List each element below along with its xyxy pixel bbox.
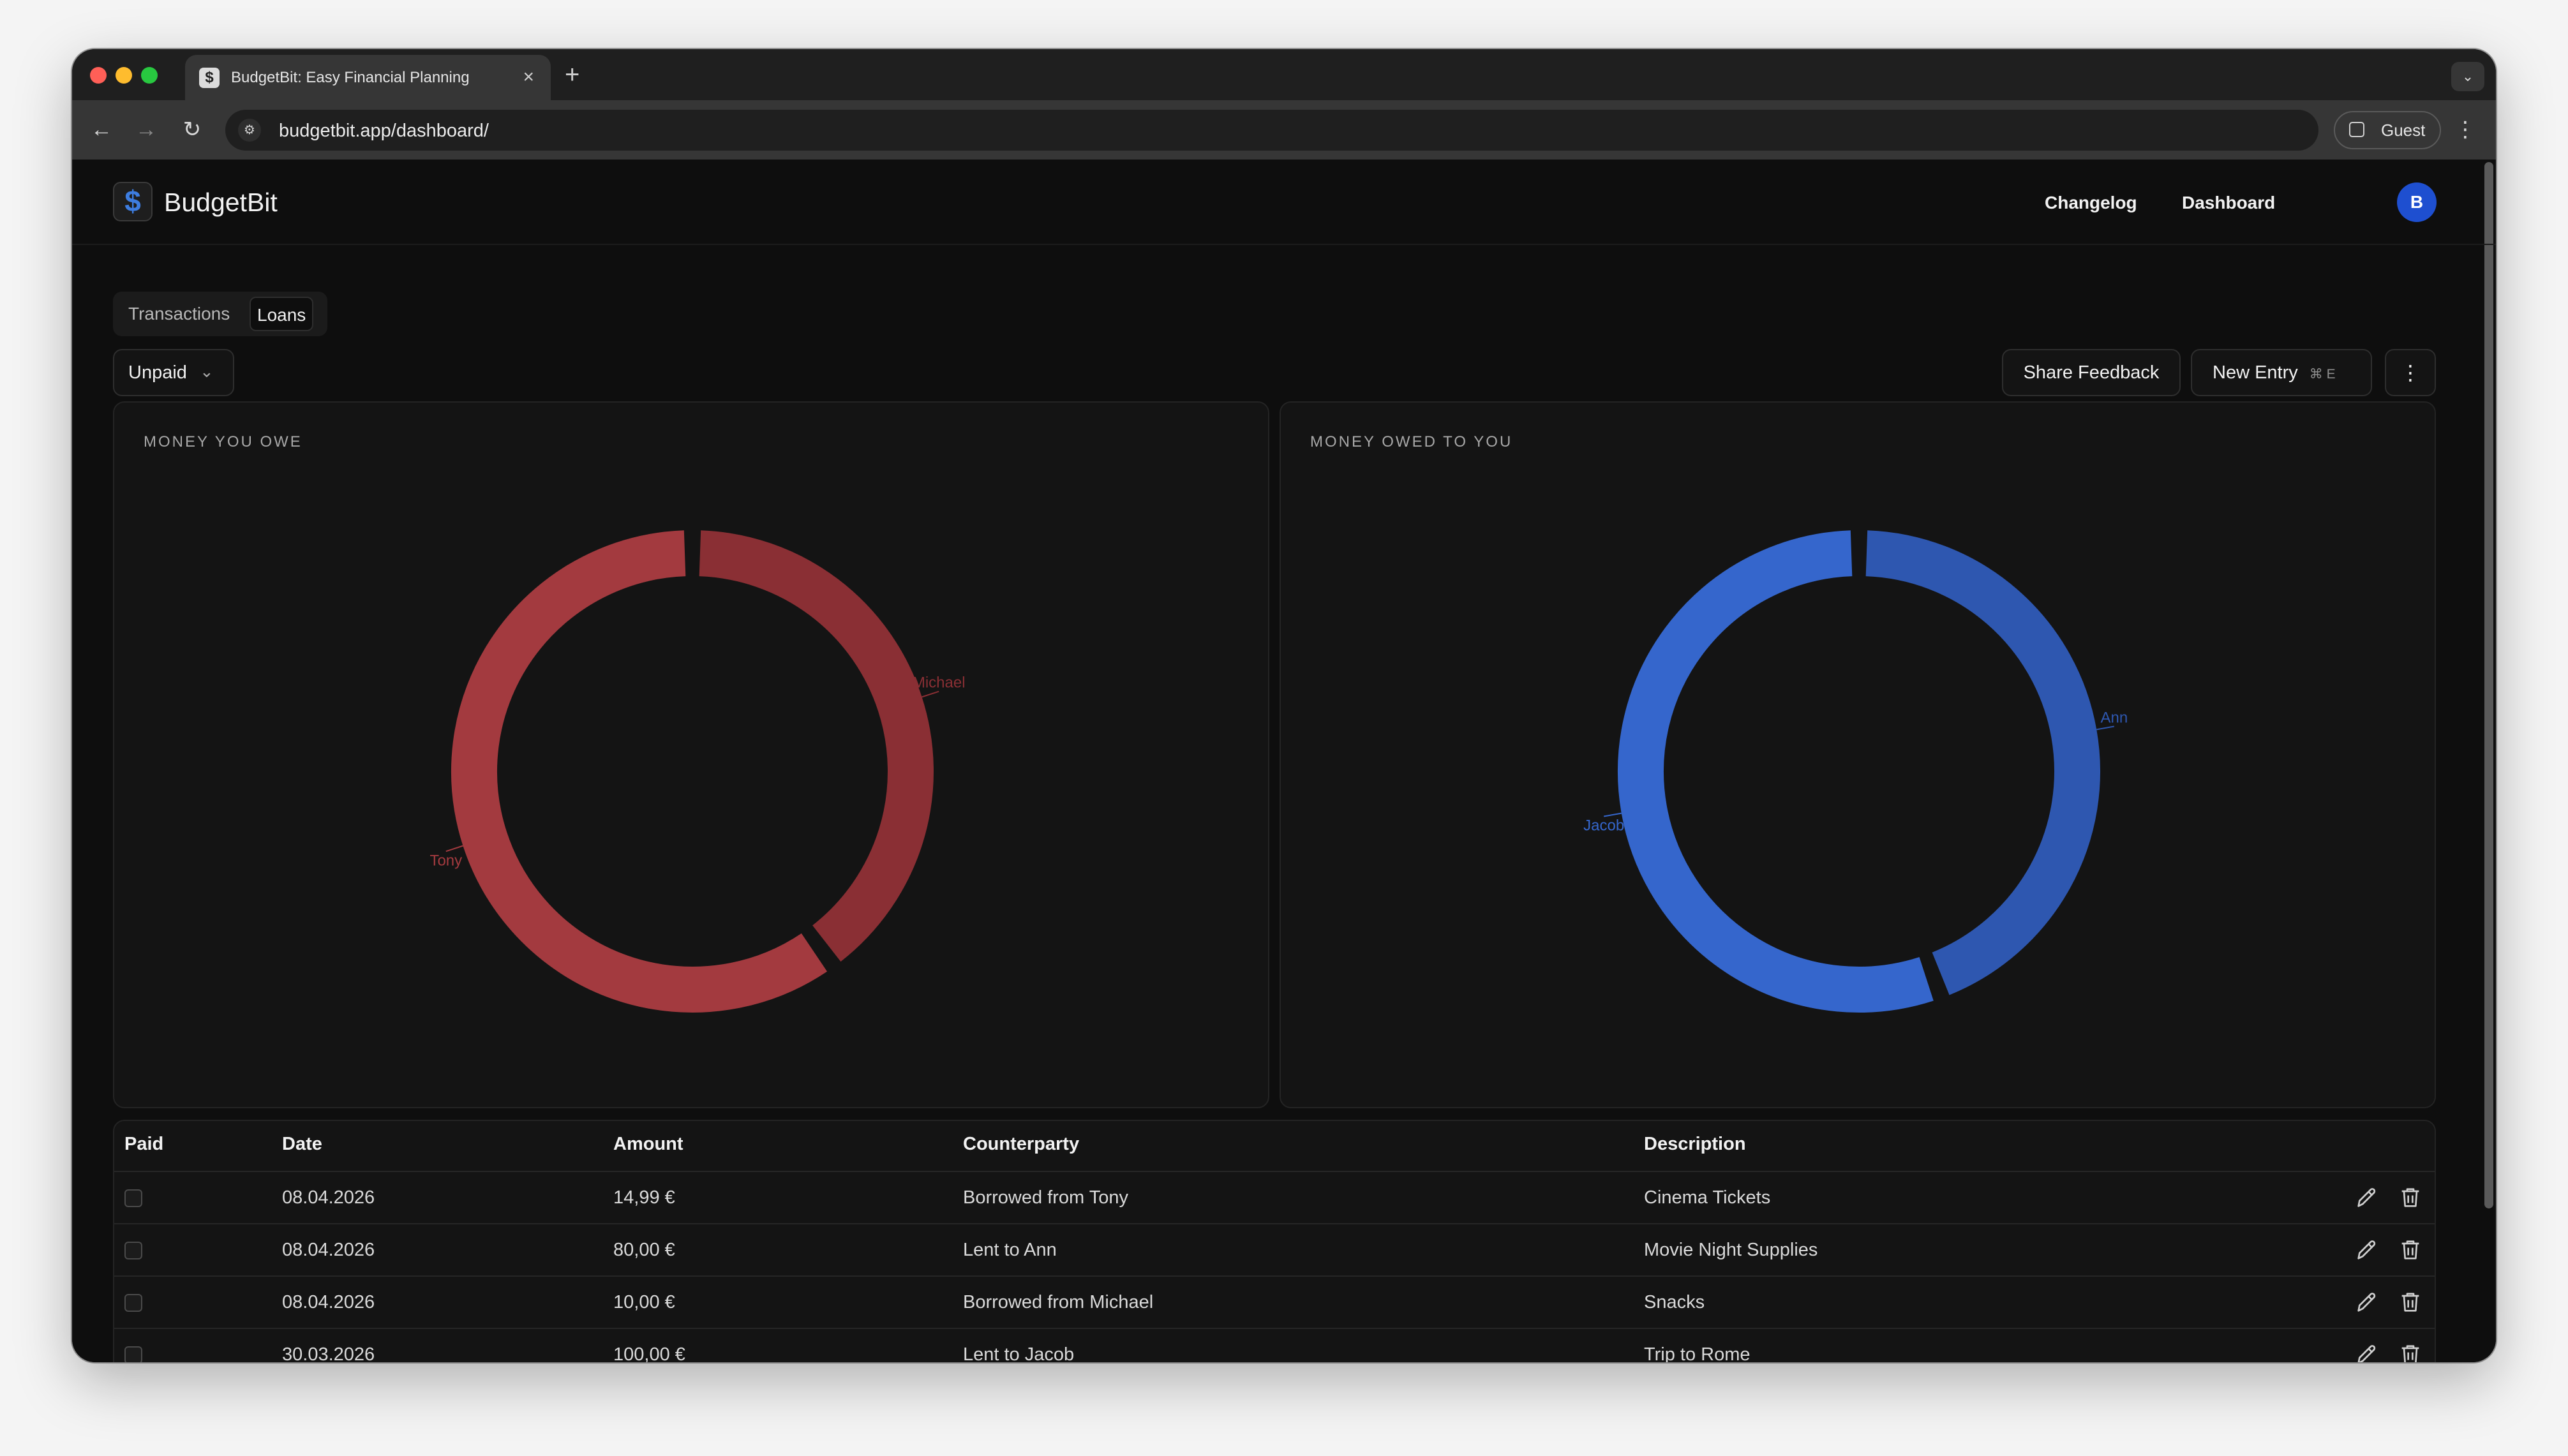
avatar[interactable]: B [2397, 182, 2437, 222]
donut-label-michael: Michael [913, 674, 966, 692]
share-feedback-button[interactable]: Share Feedback [2002, 349, 2181, 396]
table-row[interactable]: 30.03.2026 100,00 € Lent to Jacob Trip t… [114, 1328, 2435, 1362]
paid-checkbox[interactable] [124, 1242, 142, 1259]
donut-leader-jacob [1603, 812, 1622, 817]
table-row[interactable]: 08.04.2026 10,00 € Borrowed from Michael… [114, 1275, 2435, 1329]
money-owed-to-you-donut-chart: Jacob Ann [1583, 530, 2128, 1013]
paid-checkbox[interactable] [124, 1189, 142, 1207]
forward-icon[interactable]: → [135, 117, 157, 142]
table-row[interactable]: 08.04.2026 80,00 € Lent to Ann Movie Nig… [114, 1223, 2435, 1277]
row-counterparty: Borrowed from Tony [963, 1187, 1128, 1208]
row-date: 08.04.2026 [282, 1240, 375, 1260]
tab-loans[interactable]: Loans [250, 297, 314, 331]
money-you-owe-title: MONEY YOU OWE [144, 433, 302, 450]
reload-icon[interactable]: ↻ [183, 117, 202, 142]
profile-button[interactable]: Guest [2334, 111, 2441, 149]
column-header-paid[interactable]: Paid [124, 1134, 164, 1154]
back-icon[interactable]: ← [91, 117, 112, 142]
row-amount: 14,99 € [613, 1187, 675, 1208]
donut-leader-michael [922, 690, 939, 698]
status-filter-value: Unpaid [128, 362, 187, 383]
row-amount: 80,00 € [613, 1240, 675, 1260]
row-counterparty: Lent to Jacob [963, 1344, 1075, 1362]
browser-tab[interactable]: $ BudgetBit: Easy Financial Planning × [185, 55, 551, 100]
pencil-icon[interactable] [2354, 1237, 2380, 1263]
view-tabs: Transactions Loans [113, 292, 327, 336]
browser-tab-bar: $ BudgetBit: Easy Financial Planning × +… [72, 49, 2496, 100]
logo-icon[interactable]: $ [113, 182, 153, 221]
app-header: $ BudgetBit Changelog Dashboard B [72, 160, 2496, 245]
tab-close-icon[interactable]: × [523, 66, 534, 87]
profile-icon [2349, 122, 2364, 137]
donut-slice-michael[interactable] [699, 530, 934, 962]
loans-table: Paid Date Amount Counterparty Descriptio… [113, 1120, 2436, 1362]
paid-checkbox[interactable] [124, 1346, 142, 1362]
page-scrollbar[interactable] [2484, 162, 2493, 1208]
brand-name[interactable]: BudgetBit [164, 188, 278, 217]
row-date: 30.03.2026 [282, 1344, 375, 1362]
row-description: Trip to Rome [1644, 1344, 1751, 1362]
row-description: Snacks [1644, 1292, 1705, 1312]
trash-icon[interactable] [2398, 1342, 2423, 1362]
donut-label-ann: Ann [2100, 709, 2128, 726]
browser-window: $ BudgetBit: Easy Financial Planning × +… [72, 49, 2496, 1362]
favicon-icon: $ [199, 68, 220, 88]
money-you-owe-donut-chart: Tony Michael [429, 530, 966, 1013]
url-text: budgetbit.app/dashboard/ [279, 121, 489, 141]
vertical-ellipsis-icon: ⋮ [2400, 361, 2421, 384]
table-row[interactable]: 08.04.2026 14,99 € Borrowed from Tony Ci… [114, 1171, 2435, 1224]
row-description: Movie Night Supplies [1644, 1240, 1818, 1260]
chevron-down-icon: ⌄ [200, 362, 214, 381]
donut-label-tony: Tony [429, 852, 462, 869]
pencil-icon[interactable] [2354, 1185, 2380, 1210]
site-settings-icon[interactable]: ⚙ [238, 119, 261, 142]
money-owed-to-you-card: MONEY OWED TO YOU Jacob Ann [1280, 401, 2436, 1108]
money-owed-to-you-title: MONEY OWED TO YOU [1310, 433, 1513, 450]
trash-icon[interactable] [2398, 1289, 2423, 1315]
tab-transactions[interactable]: Transactions [128, 304, 230, 323]
new-tab-icon[interactable]: + [565, 61, 580, 89]
row-amount: 10,00 € [613, 1292, 675, 1312]
browser-menu-icon[interactable]: ⋮ [2454, 117, 2476, 142]
new-entry-button[interactable]: New Entry ⌘ E [2191, 349, 2372, 396]
row-counterparty: Lent to Ann [963, 1240, 1057, 1260]
donut-slice-ann[interactable] [1865, 530, 2100, 995]
minimize-window-button[interactable] [116, 67, 132, 84]
column-header-description[interactable]: Description [1644, 1134, 1746, 1154]
tab-title: BudgetBit: Easy Financial Planning [231, 69, 470, 86]
trash-icon[interactable] [2398, 1237, 2423, 1263]
pencil-icon[interactable] [2354, 1342, 2380, 1362]
share-feedback-label: Share Feedback [2023, 362, 2160, 383]
pencil-icon[interactable] [2354, 1289, 2380, 1315]
nav-dashboard[interactable]: Dashboard [2182, 193, 2276, 212]
column-header-amount[interactable]: Amount [613, 1134, 683, 1154]
row-description: Cinema Tickets [1644, 1187, 1771, 1208]
donut-label-jacob: Jacob [1583, 817, 1624, 835]
status-filter-dropdown[interactable]: Unpaid ⌄ [113, 349, 234, 396]
row-counterparty: Borrowed from Michael [963, 1292, 1154, 1312]
row-date: 08.04.2026 [282, 1187, 375, 1208]
new-entry-label: New Entry [2213, 362, 2298, 383]
app-content: $ BudgetBit Changelog Dashboard B Transa… [72, 160, 2496, 1362]
close-window-button[interactable] [90, 67, 107, 84]
money-you-owe-card: MONEY YOU OWE Tony Michael [113, 401, 1269, 1108]
new-entry-shortcut: ⌘ E [2309, 367, 2336, 382]
donut-slice-tony[interactable] [451, 530, 828, 1013]
nav-changelog[interactable]: Changelog [2045, 193, 2137, 212]
row-amount: 100,00 € [613, 1344, 685, 1362]
row-date: 08.04.2026 [282, 1292, 375, 1312]
trash-icon[interactable] [2398, 1185, 2423, 1210]
tab-search-chevron-icon[interactable]: ⌄ [2451, 62, 2484, 91]
more-options-button[interactable]: ⋮ [2385, 349, 2436, 396]
maximize-window-button[interactable] [141, 67, 158, 84]
column-header-counterparty[interactable]: Counterparty [963, 1134, 1080, 1154]
donut-leader-ann [2096, 725, 2115, 731]
profile-label: Guest [2381, 121, 2426, 140]
browser-toolbar: ← → ↻ ⚙ budgetbit.app/dashboard/ Guest ⋮ [72, 100, 2496, 161]
donut-leader-tony [445, 845, 463, 852]
donut-slice-jacob[interactable] [1618, 530, 1934, 1013]
column-header-date[interactable]: Date [282, 1134, 322, 1154]
address-bar[interactable]: ⚙ budgetbit.app/dashboard/ [225, 110, 2318, 151]
paid-checkbox[interactable] [124, 1294, 142, 1312]
